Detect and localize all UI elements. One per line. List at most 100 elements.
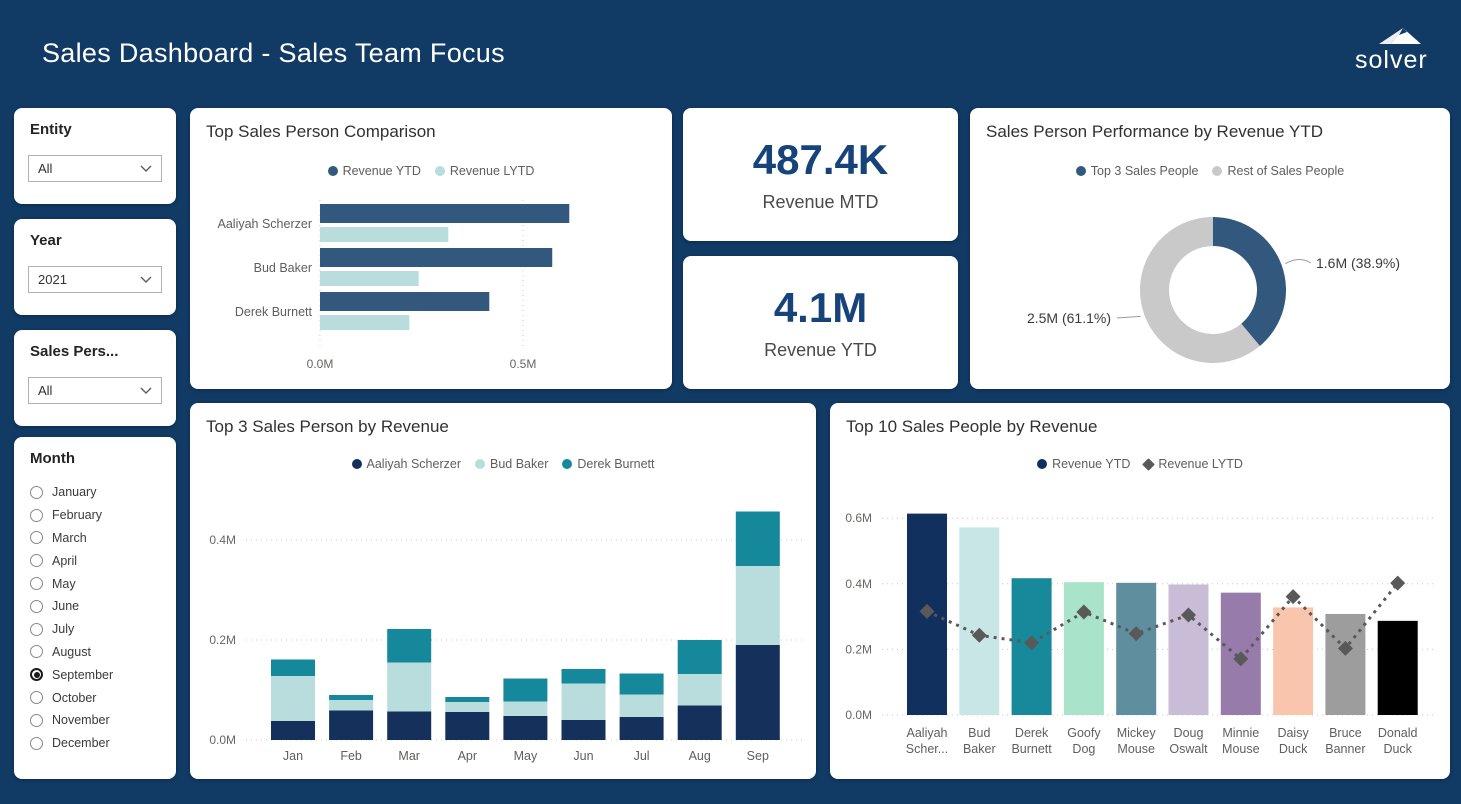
month-option-november[interactable]: November: [30, 709, 168, 732]
entity-dropdown[interactable]: All: [28, 155, 162, 182]
lytd-diamond-marker-aaliyah-scher[interactable]: [919, 603, 935, 619]
bar-goofy-dog[interactable]: [1063, 582, 1104, 715]
stacked-bar-aug-aaliyah-scherzer[interactable]: [677, 705, 722, 741]
legend-item-revenue-ytd[interactable]: Revenue YTD: [1037, 457, 1130, 471]
radio-icon[interactable]: [30, 531, 43, 545]
bar-bud-baker[interactable]: [959, 527, 1000, 715]
stacked-bar-feb-derek-burnett[interactable]: [329, 695, 374, 700]
stacked-bar-may-aaliyah-scherzer[interactable]: [503, 716, 548, 740]
stacked-bar-jul-aaliyah-scherzer[interactable]: [619, 717, 664, 740]
legend-item-bud-baker[interactable]: Bud Baker: [475, 457, 548, 471]
legend-item-revenue-lytd[interactable]: Revenue LYTD: [434, 164, 534, 178]
legend-item-revenue-ytd[interactable]: Revenue YTD: [327, 164, 421, 178]
stacked-bar-jan-bud-baker[interactable]: [271, 676, 315, 721]
stacked-bar-sep-bud-baker[interactable]: [735, 566, 780, 645]
stacked-bar-sep-aaliyah-scherzer[interactable]: [735, 645, 780, 740]
year-dropdown[interactable]: 2021: [28, 266, 162, 293]
bar-doug-oswalt[interactable]: [1168, 584, 1209, 715]
donut-slice-rest-of-sales-people[interactable]: [1140, 217, 1260, 363]
lytd-diamond-marker-bruce-banner[interactable]: [1337, 640, 1353, 656]
bar-revenue-lytd-bud-baker[interactable]: [320, 271, 419, 286]
radio-icon[interactable]: [30, 645, 43, 659]
lytd-diamond-marker-derek-burnett[interactable]: [1024, 635, 1040, 651]
sales-person-dropdown-value: All: [38, 383, 53, 398]
month-option-label: November: [52, 713, 110, 728]
legend-item-revenue-lytd[interactable]: Revenue LYTD: [1142, 457, 1243, 471]
legend-item-derek-burnett[interactable]: Derek Burnett: [562, 457, 655, 471]
stacked-bar-apr-aaliyah-scherzer[interactable]: [445, 712, 490, 740]
bar-revenue-ytd-derek-burnett[interactable]: [320, 292, 490, 311]
radio-icon[interactable]: [30, 736, 43, 750]
lytd-diamond-marker-daisy-duck[interactable]: [1285, 589, 1301, 605]
month-filter-label: Month: [30, 450, 75, 467]
month-option-june[interactable]: June: [30, 595, 168, 618]
bar-daisy-duck[interactable]: [1273, 607, 1314, 715]
stacked-bar-mar-bud-baker[interactable]: [387, 662, 432, 712]
lytd-diamond-marker-doug-oswalt[interactable]: [1181, 607, 1196, 623]
lytd-diamond-marker-minnie-mouse[interactable]: [1233, 651, 1249, 667]
lytd-diamond-marker-mickey-mouse[interactable]: [1128, 626, 1144, 642]
bar-donald-duck[interactable]: [1377, 620, 1418, 715]
stacked-bar-feb-aaliyah-scherzer[interactable]: [329, 710, 374, 741]
stacked-bar-mar-derek-burnett[interactable]: [387, 629, 432, 663]
sales-person-dropdown[interactable]: All: [28, 377, 162, 404]
lytd-diamond-marker-bud-baker[interactable]: [971, 627, 987, 643]
stacked-bar-jan-derek-burnett[interactable]: [271, 659, 315, 677]
chevron-down-icon: [140, 387, 152, 394]
top3-stacked-chart: 0.0M 0.2M 0.4M Jan Feb Mar Apr May Jun Jul Aug Sep: [209, 511, 802, 763]
radio-icon[interactable]: [30, 554, 43, 568]
month-option-march[interactable]: March: [30, 527, 168, 550]
lytd-diamond-marker-donald-duck[interactable]: [1390, 575, 1406, 591]
bar-mickey-mouse[interactable]: [1116, 582, 1157, 715]
stacked-bar-sep-derek-burnett[interactable]: [735, 511, 780, 567]
stacked-bar-jul-derek-burnett[interactable]: [619, 673, 664, 695]
radio-icon[interactable]: [30, 485, 43, 499]
stacked-bar-may-derek-burnett[interactable]: [503, 678, 548, 702]
chevron-down-icon: [140, 276, 152, 283]
bar-revenue-lytd-derek-burnett[interactable]: [320, 315, 410, 330]
circle-legend-icon: [1212, 166, 1223, 176]
stacked-bar-apr-bud-baker[interactable]: [445, 702, 490, 712]
top10-combo-chart: 0.0M 0.2M 0.4M 0.6M Aaliyah Scher... Bud Baker D…: [845, 511, 1436, 756]
lytd-diamond-marker-goofy-dog[interactable]: [1076, 604, 1092, 620]
month-option-label: August: [52, 644, 91, 659]
stacked-bar-jun-bud-baker[interactable]: [561, 683, 606, 721]
stacked-bar-jul-bud-baker[interactable]: [619, 694, 664, 718]
stacked-bar-aug-bud-baker[interactable]: [677, 674, 722, 706]
svg-text:0.2M: 0.2M: [209, 633, 236, 647]
legend-item-rest-of-sales-people[interactable]: Rest of Sales People: [1212, 164, 1344, 178]
radio-icon[interactable]: [30, 599, 43, 613]
month-option-october[interactable]: October: [30, 686, 168, 709]
stacked-bar-jan-aaliyah-scherzer[interactable]: [271, 721, 315, 740]
month-option-april[interactable]: April: [30, 549, 168, 572]
month-option-may[interactable]: May: [30, 572, 168, 595]
radio-icon[interactable]: [30, 691, 43, 705]
radio-icon[interactable]: [30, 713, 43, 727]
stacked-bar-aug-derek-burnett[interactable]: [677, 640, 722, 674]
stacked-bar-jun-derek-burnett[interactable]: [561, 669, 606, 684]
month-option-label: June: [52, 599, 80, 614]
stacked-bar-jun-aaliyah-scherzer[interactable]: [561, 720, 606, 740]
svg-text:Minnie: Minnie: [1222, 726, 1259, 740]
stacked-bar-may-bud-baker[interactable]: [503, 701, 548, 717]
radio-icon[interactable]: [30, 622, 43, 636]
radio-icon[interactable]: [30, 508, 43, 522]
month-option-january[interactable]: January: [30, 481, 168, 504]
bar-revenue-ytd-bud-baker[interactable]: [320, 248, 553, 267]
month-option-december[interactable]: December: [30, 732, 168, 755]
top10-legend: Revenue YTD Revenue LYTD: [830, 457, 1450, 471]
bar-revenue-lytd-aaliyah-scherzer[interactable]: [320, 227, 449, 242]
radio-icon[interactable]: [30, 668, 43, 682]
stacked-bar-feb-bud-baker[interactable]: [329, 700, 374, 711]
month-option-september[interactable]: September: [30, 663, 168, 686]
radio-icon[interactable]: [30, 577, 43, 591]
stacked-bar-mar-aaliyah-scherzer[interactable]: [387, 711, 432, 741]
month-option-july[interactable]: July: [30, 618, 168, 641]
bar-revenue-ytd-aaliyah-scherzer[interactable]: [320, 204, 570, 223]
legend-item-aaliyah-scherzer[interactable]: Aaliyah Scherzer: [351, 457, 461, 471]
month-option-august[interactable]: August: [30, 641, 168, 664]
legend-item-top-3-sales-people[interactable]: Top 3 Sales People: [1075, 164, 1198, 178]
stacked-bar-apr-derek-burnett[interactable]: [445, 697, 490, 702]
month-option-february[interactable]: February: [30, 504, 168, 527]
donut-slice-top-3-sales-people[interactable]: [1213, 217, 1286, 346]
